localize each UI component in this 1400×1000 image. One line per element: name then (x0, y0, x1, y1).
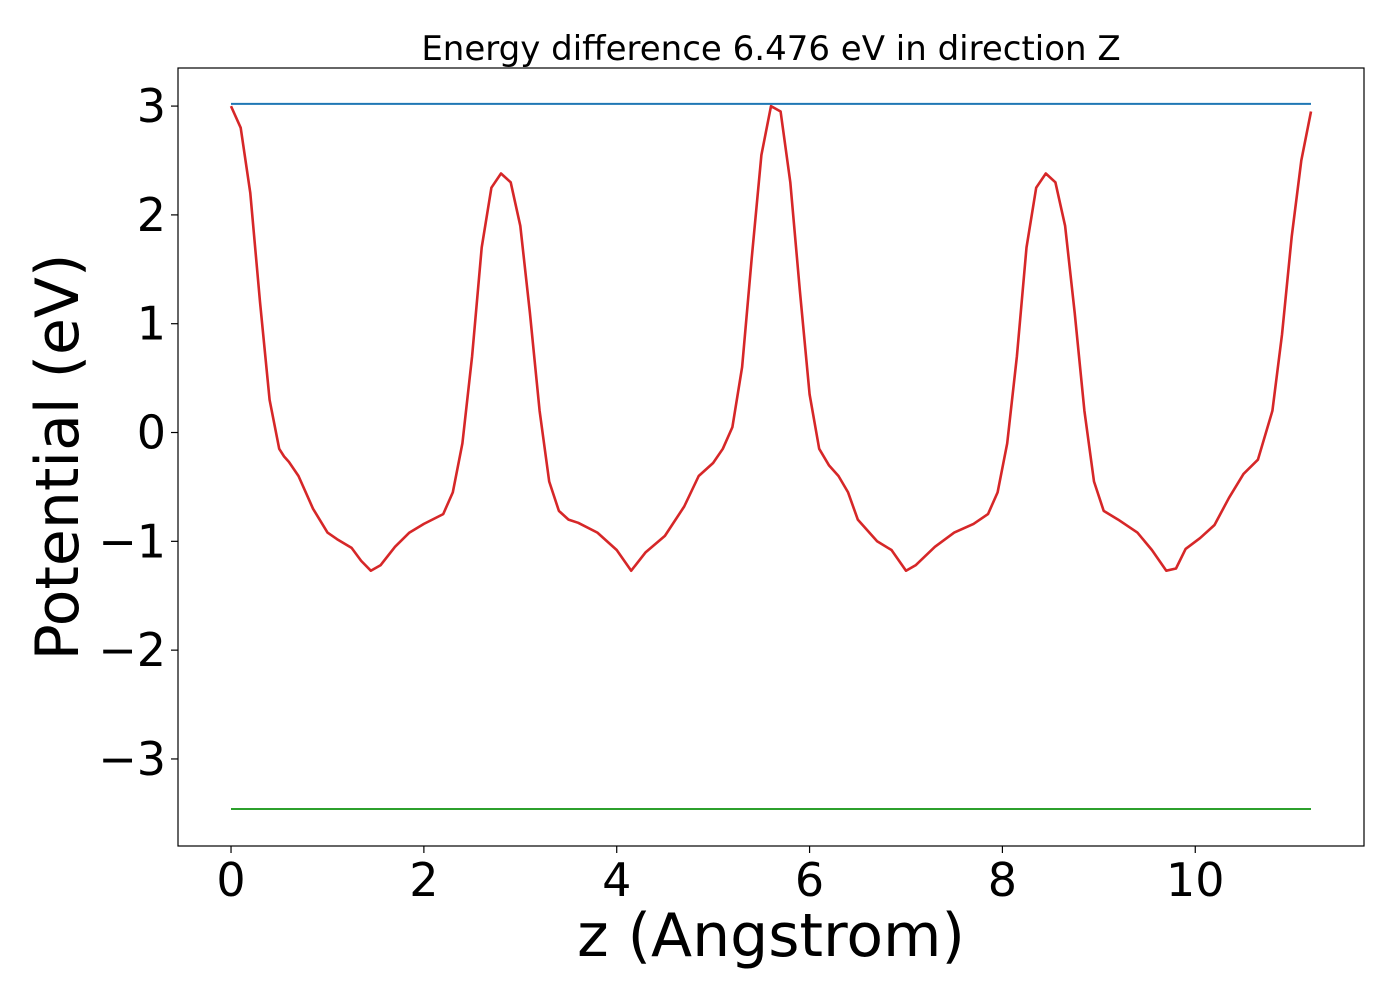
x-tick-label: 0 (216, 853, 245, 907)
x-tick-label: 4 (602, 853, 631, 907)
y-tick-label: −3 (98, 732, 166, 786)
plot-area: 0 2 4 6 8 10 −3 −2 −1 0 1 2 3 (98, 79, 1313, 907)
y-tick-label: 2 (137, 188, 166, 242)
x-tick-label: 2 (409, 853, 438, 907)
y-axis-label: Potential (eV) (23, 254, 93, 661)
x-axis-label: z (Angstrom) (577, 901, 965, 971)
series-line-0 (229, 104, 1313, 573)
x-tick-label: 8 (988, 853, 1017, 907)
chart-title: Energy difference 6.476 eV in direction … (421, 29, 1120, 69)
y-tick-label: 1 (137, 297, 166, 351)
x-tick-label: 6 (795, 853, 824, 907)
y-tick-label: −1 (98, 514, 166, 568)
x-tick-label: 10 (1166, 853, 1225, 907)
y-tick-label: −2 (98, 623, 166, 677)
y-tick-label: 0 (137, 406, 166, 460)
y-tick-label: 3 (137, 79, 166, 133)
plot-frame (177, 67, 1365, 847)
